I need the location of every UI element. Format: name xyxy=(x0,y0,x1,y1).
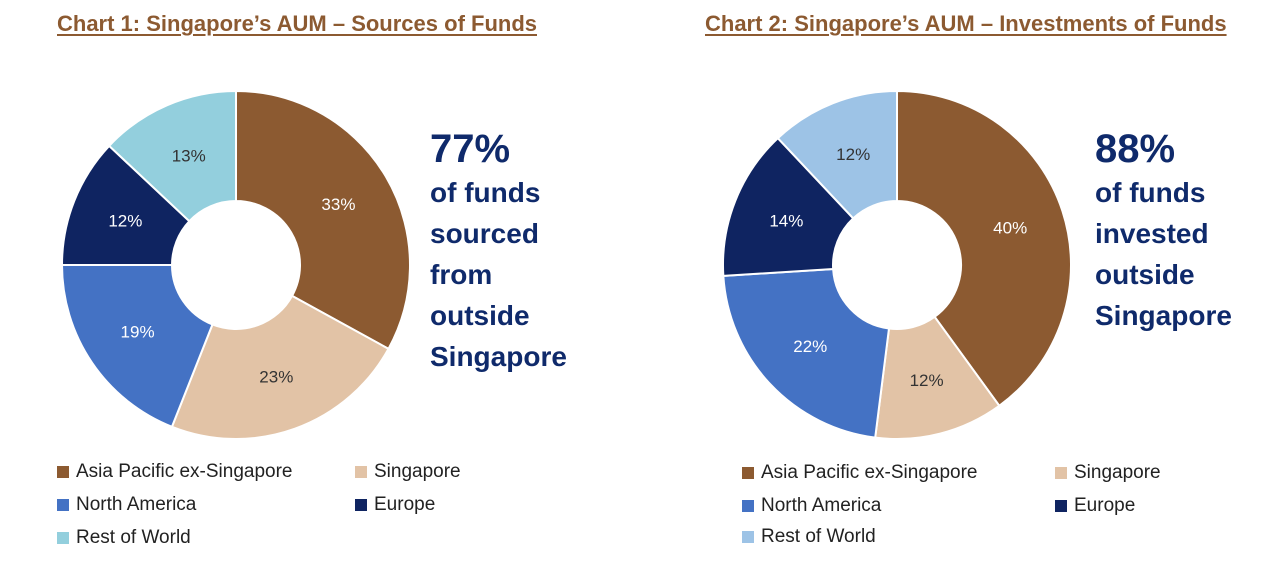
chart-2-callout-line: outside xyxy=(1095,259,1195,290)
chart-1-callout-line: outside xyxy=(430,300,530,331)
chart-1-callout-line: of funds xyxy=(430,177,541,208)
chart-2-legend-item-north-america: North America xyxy=(742,495,881,517)
chart-2-legend-item-asia-pacific-ex-singapore: Asia Pacific ex-Singapore xyxy=(742,462,978,484)
chart-1-legend-label: Europe xyxy=(374,494,436,515)
chart-2-slice-asia-pacific-ex-singapore xyxy=(896,89,1072,408)
chart-1-donut: 33% 23% 19% 12% 13% xyxy=(60,89,411,440)
chart-1-callout: 77% of funds sourced from outside Singap… xyxy=(430,126,567,377)
chart-1-slice-label-europe: 12% xyxy=(108,212,142,231)
chart-2-callout: 88% of funds invested outside Singapore xyxy=(1095,126,1232,336)
chart-1-legend-item-asia-pacific-ex-singapore: Asia Pacific ex-Singapore xyxy=(57,461,293,483)
chart-1-callout-percent: 77% xyxy=(430,127,511,171)
chart-2-legend-item-europe: Europe xyxy=(1055,495,1135,517)
chart-2-slice-north-america xyxy=(722,267,891,439)
chart-2-callout-percent: 88% xyxy=(1095,127,1176,171)
chart-2-legend-swatch xyxy=(742,500,754,512)
chart-1-legend-label: Asia Pacific ex-Singapore xyxy=(76,461,293,482)
chart-2-callout-line: of funds xyxy=(1095,177,1206,208)
chart-2-panel: Chart 2: Singapore’s AUM – Investments o… xyxy=(640,0,1280,577)
chart-2-slice-label-rest-of-world: 12% xyxy=(836,145,870,164)
chart-2-callout-line: Singapore xyxy=(1095,300,1232,331)
chart-1-callout-line: Singapore xyxy=(430,341,567,372)
chart-2-donut: 40% 12% 22% 14% 12% xyxy=(722,89,1072,440)
chart-1-legend-label: Singapore xyxy=(374,461,461,482)
chart-2-legend-label: Rest of World xyxy=(761,526,876,547)
chart-1-legend-label: North America xyxy=(76,494,197,515)
chart-2-slice-label-singapore: 12% xyxy=(910,371,944,390)
chart-2-slice-label-asia-pacific-ex-singapore: 40% xyxy=(993,219,1027,238)
chart-1-slice-label-north-america: 19% xyxy=(121,322,155,341)
chart-2-legend-item-singapore: Singapore xyxy=(1055,462,1161,484)
chart-2-slice-europe xyxy=(722,136,855,277)
chart-1-legend-swatch xyxy=(57,532,69,544)
chart-2-legend-swatch xyxy=(742,467,754,479)
chart-2-callout-line: invested xyxy=(1095,218,1209,249)
chart-1-title: Chart 1: Singapore’s AUM – Sources of Fu… xyxy=(57,11,537,36)
chart-2-legend-label: Europe xyxy=(1074,495,1136,516)
chart-1-slice-label-asia-pacific-ex-singapore: 33% xyxy=(321,195,355,214)
chart-1-panel: Chart 1: Singapore’s AUM – Sources of Fu… xyxy=(57,11,567,548)
chart-2-legend-item-rest-of-world: Rest of World xyxy=(742,526,876,548)
chart-2-slice-label-north-america: 22% xyxy=(793,337,827,356)
chart-1-legend-label: Rest of World xyxy=(76,527,191,548)
chart-1-slice-label-rest-of-world: 13% xyxy=(172,146,206,165)
chart-1-legend-swatch xyxy=(57,499,69,511)
chart-2-legend-swatch xyxy=(1055,500,1067,512)
chart-2-legend-swatch xyxy=(742,531,754,543)
chart-2-slice-label-europe: 14% xyxy=(769,212,803,231)
chart-1-callout-line: from xyxy=(430,259,493,290)
chart-2-legend-label: Singapore xyxy=(1074,462,1161,483)
chart-2-title: Chart 2: Singapore’s AUM – Investments o… xyxy=(705,11,1227,36)
chart-1-slice-singapore xyxy=(170,294,390,440)
chart-1-legend-item-singapore: Singapore xyxy=(355,461,461,483)
chart-1-legend-item-europe: Europe xyxy=(355,494,435,516)
chart-2-legend: Asia Pacific ex-Singapore Singapore North … xyxy=(742,462,1280,572)
chart-1-legend-swatch xyxy=(57,466,69,478)
chart-1-legend-item-rest-of-world: Rest of World xyxy=(57,527,191,549)
chart-1-slice-asia-pacific-ex-singapore xyxy=(235,89,411,351)
chart-1-legend-item-north-america: North America xyxy=(57,494,196,516)
chart-2-legend-label: Asia Pacific ex-Singapore xyxy=(761,462,978,483)
chart-1-legend-swatch xyxy=(355,499,367,511)
chart-2-legend-label: North America xyxy=(761,495,882,516)
chart-2-legend-swatch xyxy=(1055,467,1067,479)
chart-1-legend: Asia Pacific ex-Singapore Singapore North … xyxy=(57,461,657,571)
chart-1-slice-north-america xyxy=(60,264,214,429)
chart-1-slice-rest-of-world xyxy=(107,89,237,223)
chart-1-callout-line: sourced xyxy=(430,218,539,249)
chart-1-slice-label-singapore: 23% xyxy=(259,367,293,386)
chart-1-legend-swatch xyxy=(355,466,367,478)
chart-2-slice-rest-of-world xyxy=(776,89,898,220)
